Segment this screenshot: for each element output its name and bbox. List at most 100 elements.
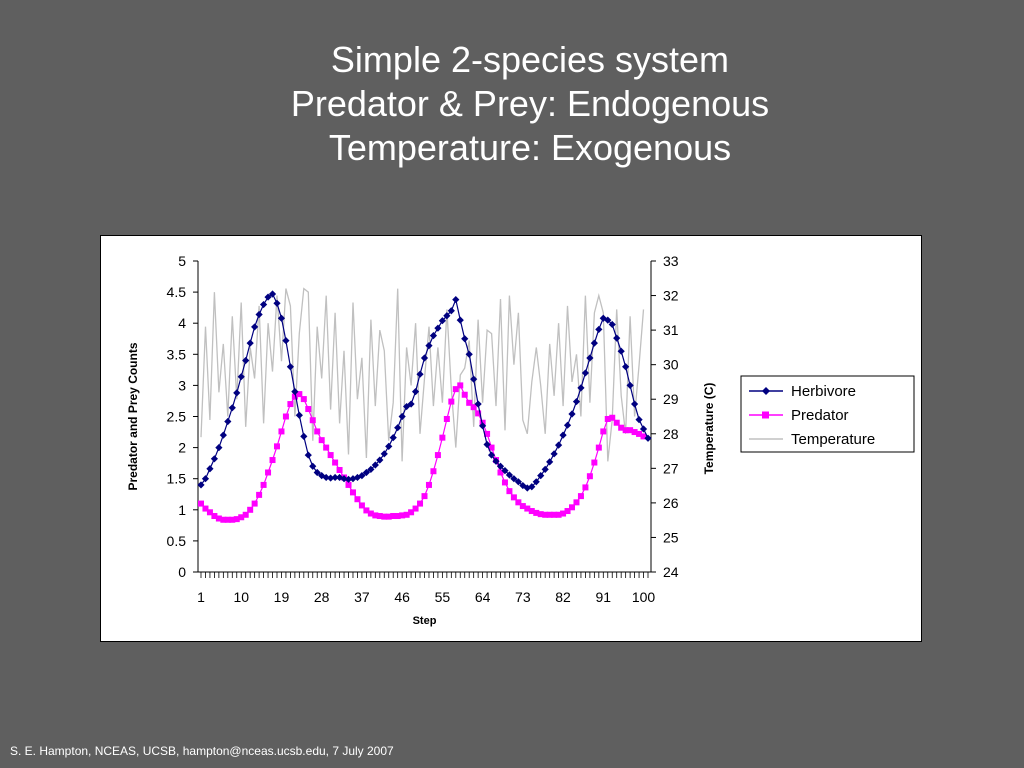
- title-line-2: Predator & Prey: Endogenous: [290, 83, 770, 124]
- herbivore-point: [546, 458, 554, 466]
- predator-point: [233, 516, 240, 523]
- predator-point: [385, 513, 392, 520]
- predator-point: [519, 503, 526, 510]
- y2-tick-label: 30: [663, 357, 679, 373]
- predator-point: [363, 507, 370, 514]
- predator-point: [631, 429, 638, 436]
- x-tick-label: 46: [394, 589, 410, 605]
- herbivore-point: [224, 417, 232, 426]
- herbivore-point: [550, 450, 558, 458]
- herbivore-point: [537, 471, 545, 480]
- herbivore-point: [474, 400, 482, 408]
- y-tick-label: 3: [178, 377, 186, 393]
- herbivore-point: [639, 425, 648, 433]
- herbivore-point: [559, 431, 567, 439]
- herbivore-point: [246, 339, 254, 347]
- predator-point: [577, 493, 584, 500]
- herbivore-point: [210, 455, 219, 463]
- y2-tick-label: 26: [663, 495, 679, 511]
- herbivore-point: [429, 332, 438, 340]
- predator-point: [260, 481, 267, 488]
- predator-point: [569, 504, 576, 511]
- predator-point: [443, 415, 450, 422]
- predator-point: [278, 428, 285, 435]
- predator-point: [439, 434, 446, 441]
- y-tick-label: 0: [178, 564, 186, 580]
- predator-point: [403, 511, 410, 518]
- predator-point: [300, 396, 307, 403]
- herbivore-point: [604, 316, 612, 324]
- herbivore-point: [519, 481, 527, 490]
- predator-point: [510, 494, 517, 501]
- herbivore-point: [300, 432, 308, 441]
- predator-point: [551, 511, 558, 518]
- herbivore-point: [555, 441, 563, 449]
- herbivore-point: [590, 339, 598, 347]
- y2-tick-label: 25: [663, 529, 679, 545]
- y2-tick-label: 33: [663, 253, 679, 269]
- y-tick-label: 2.5: [167, 409, 187, 425]
- herbivore-point: [501, 467, 509, 475]
- chart-panel: 0 0.5 1 1.5 2 2.5 3 3.5 4 4.5 5 24 25 26 27 28 29 30 31 32 3…: [100, 235, 922, 642]
- predator-point: [595, 444, 602, 451]
- x-tick-label: 19: [274, 589, 290, 605]
- herbivore-point: [291, 388, 299, 396]
- predator-point: [349, 489, 356, 496]
- x-tick-label: 37: [354, 589, 370, 605]
- y2-tick-label: 24: [663, 564, 679, 580]
- predator-point: [372, 512, 379, 519]
- predator-point: [202, 505, 209, 512]
- x-tick-label: 64: [475, 589, 491, 605]
- predator-point: [256, 491, 263, 498]
- predator-point: [546, 511, 553, 518]
- legend-label-predator: Predator: [791, 407, 849, 424]
- predator-point: [273, 443, 280, 450]
- predator-point: [622, 427, 629, 434]
- herbivore-point: [470, 375, 478, 383]
- herbivore-point: [608, 320, 616, 329]
- herbivore-point: [268, 290, 277, 298]
- herbivore-point: [523, 484, 531, 492]
- predator-point: [287, 401, 294, 408]
- predator-point: [528, 508, 535, 515]
- predator-point: [475, 410, 482, 417]
- predator-point: [501, 479, 508, 486]
- y-tick-label: 2: [178, 440, 186, 456]
- herbivore-point: [572, 397, 581, 406]
- herbivore-point: [483, 440, 491, 449]
- herbivore-point: [577, 384, 585, 392]
- herbivore-point: [617, 347, 625, 355]
- herbivore-point: [622, 363, 630, 371]
- predator-point: [345, 481, 352, 488]
- predator-point: [542, 511, 549, 518]
- herbivore-point: [416, 370, 424, 378]
- line-chart: 0 0.5 1 1.5 2 2.5 3 3.5 4 4.5 5 24 25 26 27 28 29 30 31 32 3…: [126, 253, 915, 627]
- predator-point: [251, 500, 258, 507]
- herbivore-point: [528, 483, 536, 491]
- predator-point: [323, 444, 330, 451]
- x-axis-title: Step: [413, 615, 437, 627]
- herbivore-point: [492, 457, 500, 465]
- predator-point: [367, 510, 374, 517]
- herbivore-point: [581, 369, 590, 377]
- legend: Herbivore Predator Temperature: [740, 375, 915, 453]
- predator-point: [238, 514, 245, 521]
- herbivore-point: [443, 312, 451, 320]
- predator-point: [434, 452, 441, 459]
- predator-point: [211, 513, 218, 520]
- herbivore-point: [304, 451, 312, 459]
- predator-point: [582, 484, 589, 491]
- legend-marker: [762, 411, 769, 419]
- x-tick-label: 82: [555, 589, 571, 605]
- predator-point: [586, 473, 593, 480]
- legend-label-temperature: Temperature: [791, 431, 875, 448]
- herbivore-point: [233, 389, 241, 397]
- predator-point: [613, 419, 620, 426]
- predator-point: [466, 399, 473, 406]
- herbivore-point: [380, 450, 388, 458]
- predator-point: [524, 505, 531, 512]
- slide-title: Simple 2-species system Predator & Prey:…: [0, 38, 1024, 170]
- predator-point: [506, 488, 513, 495]
- predator-point: [198, 500, 204, 507]
- herbivore-point: [398, 412, 406, 421]
